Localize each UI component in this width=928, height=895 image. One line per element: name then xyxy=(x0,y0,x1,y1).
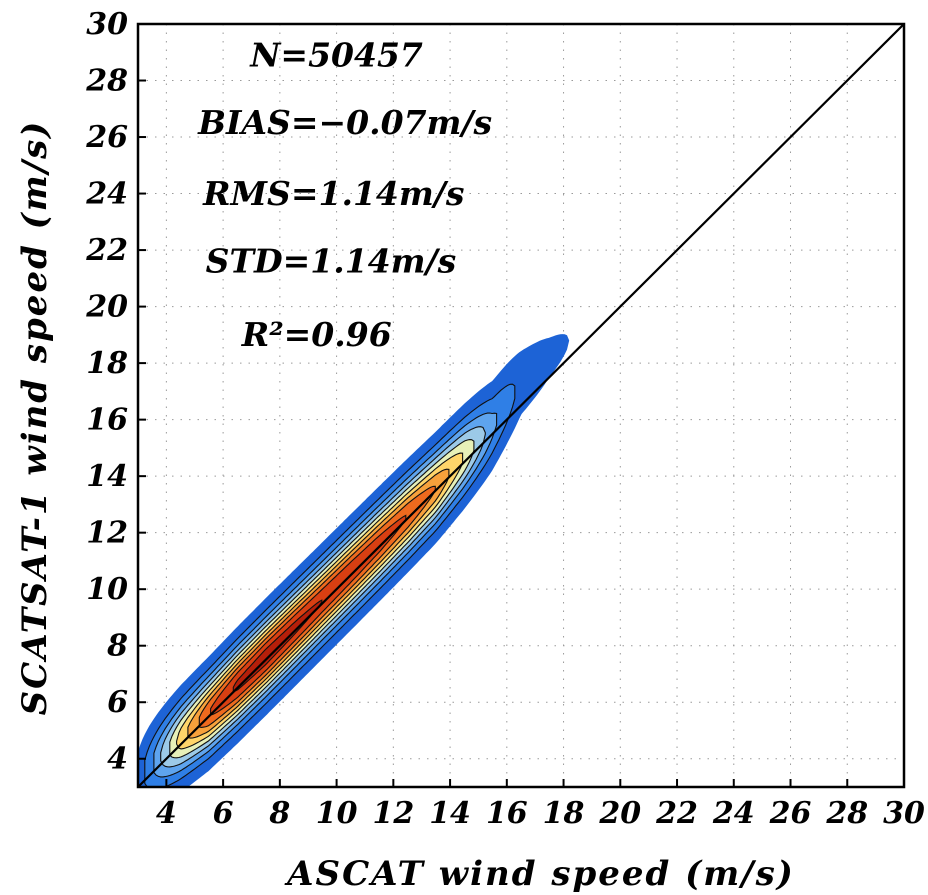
x-tick-label: 14 xyxy=(429,796,471,831)
stat-annotation: RMS=1.14m/s xyxy=(202,174,464,213)
y-tick-label: 16 xyxy=(86,403,128,438)
x-tick-label: 22 xyxy=(655,796,698,831)
stat-annotation: R²=0.96 xyxy=(241,315,392,354)
statistics-annotations: N=50457 BIAS=−0.07m/s RMS=1.14m/s STD=1.14m… xyxy=(197,35,492,354)
x-tick-label: 28 xyxy=(825,796,868,831)
x-tick-label: 4 xyxy=(156,796,177,831)
density-band xyxy=(233,600,322,692)
x-tick-label: 16 xyxy=(486,796,528,831)
x-tick-label: 6 xyxy=(213,796,234,831)
density-contour-line xyxy=(144,383,516,787)
density-contour-line xyxy=(232,599,323,692)
y-tick-label: 4 xyxy=(107,742,128,777)
y-tick-label: 18 xyxy=(86,346,128,381)
y-tick-label: 24 xyxy=(85,177,128,212)
y-tick-label: 22 xyxy=(85,233,128,268)
x-tick-label: 10 xyxy=(316,796,358,831)
x-tick-label: 26 xyxy=(769,796,812,831)
density-contour-line xyxy=(160,426,486,768)
density-contour-line xyxy=(169,439,475,759)
stat-annotation: N=50457 xyxy=(249,35,423,74)
one-to-one-line xyxy=(138,24,904,787)
x-tick-label: 18 xyxy=(543,796,585,831)
x-tick-label: 24 xyxy=(712,796,755,831)
y-tick-label: 20 xyxy=(85,290,128,325)
y-tick-label: 12 xyxy=(86,516,128,551)
x-axis-title: ASCAT wind speed (m/s) xyxy=(284,854,795,894)
y-tick-label: 26 xyxy=(85,120,128,155)
x-tick-label: 8 xyxy=(268,796,290,831)
axis-ticks: 4 6 8 10 12 14 16 18 20 22 24 26 28 30468101214161820… xyxy=(85,7,925,831)
y-axis-title: SCATSAT-1 wind speed (m/s) xyxy=(15,120,55,716)
x-tick-label: 12 xyxy=(372,796,414,831)
plot-frame xyxy=(136,22,906,789)
y-tick-label: 14 xyxy=(86,459,128,494)
stat-annotation: STD=1.14m/s xyxy=(206,242,457,281)
y-tick-label: 30 xyxy=(86,7,128,42)
density-contour-line xyxy=(153,412,498,778)
y-tick-label: 6 xyxy=(107,685,128,720)
y-tick-label: 10 xyxy=(86,572,128,607)
y-tick-label: 28 xyxy=(85,64,128,99)
x-tick-label: 30 xyxy=(883,796,925,831)
y-tick-label: 8 xyxy=(106,629,128,664)
x-tick-label: 20 xyxy=(598,796,641,831)
stat-annotation: BIAS=−0.07m/s xyxy=(197,103,492,142)
